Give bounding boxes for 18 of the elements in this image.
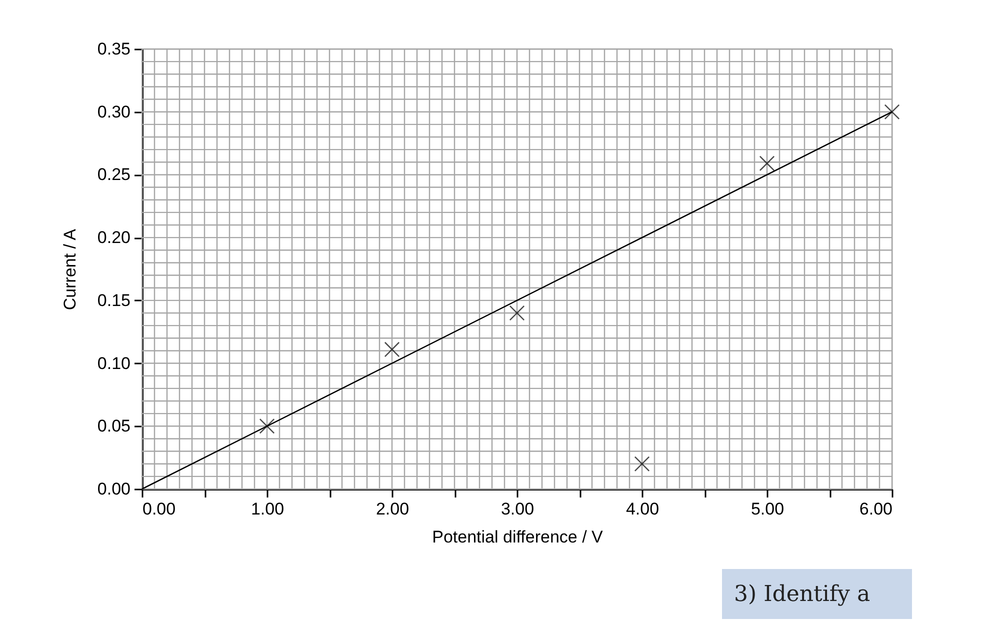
y-tick-label: 0.00 (97, 480, 130, 498)
y-tick-label: 0.35 (97, 40, 130, 58)
x-tick-label: 0.00 (142, 500, 176, 518)
x-tick-label: 4.00 (626, 500, 660, 518)
x-tick-label: 3.00 (500, 500, 534, 518)
y-tick-label: 0.30 (97, 102, 130, 122)
x-tick-label: 5.00 (750, 500, 784, 518)
y-tick-label: 0.10 (97, 354, 130, 373)
x-tick-label: 2.00 (376, 500, 410, 518)
y-tick-label: 0.15 (97, 290, 130, 310)
y-axis-title: Current / A (60, 228, 80, 310)
x-tick-label: 6.00 (859, 500, 892, 518)
x-axis-title: Potential difference / V (432, 528, 604, 546)
y-tick-label: 0.20 (97, 228, 130, 248)
text: 3) Identify a (734, 582, 870, 607)
y-tick-label: 0.05 (97, 416, 130, 436)
x-tick-label: 1.00 (250, 500, 284, 518)
y-tick-label: 0.25 (97, 165, 130, 184)
